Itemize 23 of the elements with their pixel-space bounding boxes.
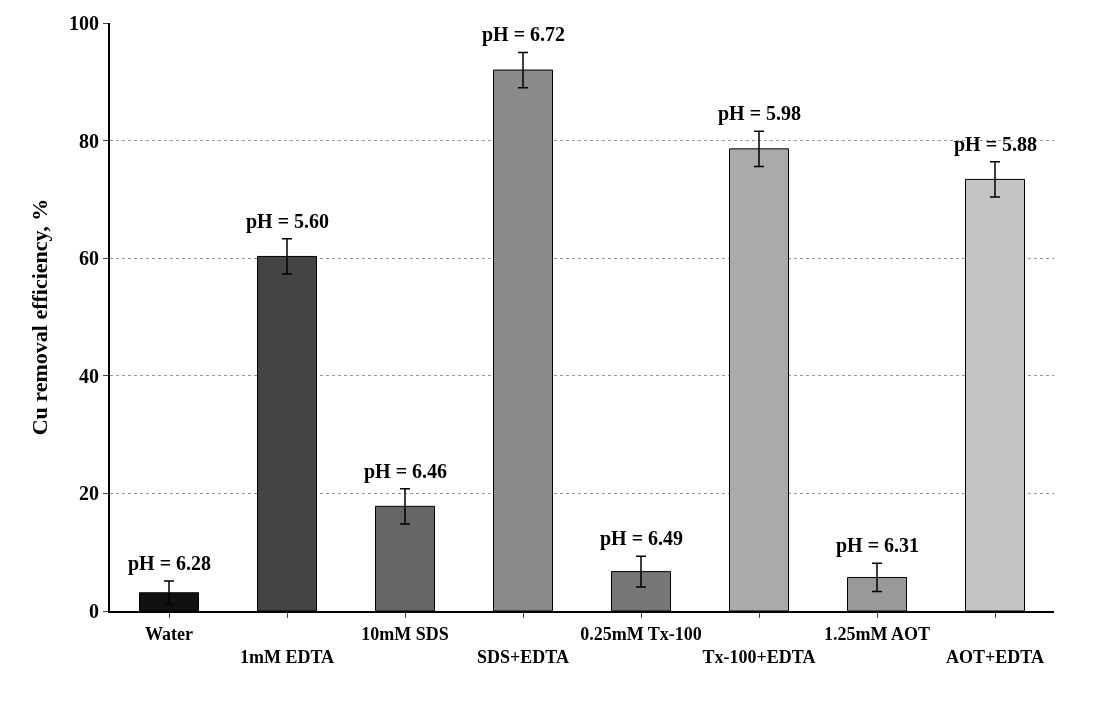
annotation: pH = 5.98 [718,102,802,125]
y-tick-label: 60 [79,247,99,270]
annotation: pH = 6.46 [364,460,448,483]
annotation: pH = 5.88 [954,133,1038,156]
y-tick-label: 80 [79,129,99,152]
x-tick-label: 10mM SDS [361,623,449,644]
y-tick-label: 0 [89,600,99,622]
annotation: pH = 6.49 [600,527,684,550]
annotation: pH = 6.28 [128,552,212,575]
x-tick-label: 1mM EDTA [239,647,335,667]
x-tick-label: 0.25mM Tx-100 [580,623,702,644]
y-tick-label: 40 [79,364,99,387]
x-tick-label: Tx-100+EDTA [702,647,816,667]
y-tick-label: 100 [69,12,99,34]
annotation: pH = 6.72 [482,23,566,46]
y-axis-title: Cu removal efficiency, % [27,198,53,436]
annotation: pH = 6.31 [836,534,920,557]
x-tick-label: SDS+EDTA [477,647,569,667]
x-tick-label: Water [145,623,193,644]
y-tick-label: 20 [79,482,99,505]
x-tick-label: 1.25mM AOT [824,623,930,644]
x-tick-label: AOT+EDTA [946,647,1044,667]
annotation: pH = 5.60 [246,210,330,233]
